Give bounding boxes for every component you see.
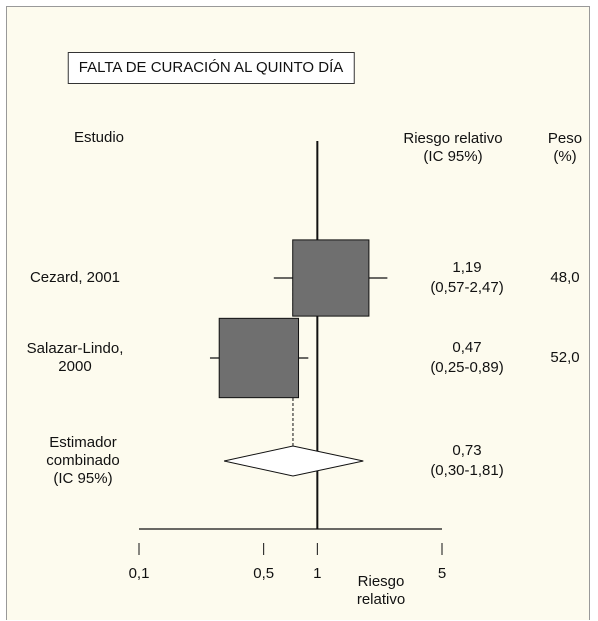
pooled-label: Estimador combinado (IC 95%) xyxy=(46,434,120,487)
rr-label: 1,19 xyxy=(452,259,482,276)
weight-label: 48,0 xyxy=(550,269,580,286)
header-rr: Riesgo relativo (IC 95%) xyxy=(403,130,503,165)
study-label: Salazar-Lindo, 2000 xyxy=(26,340,124,375)
chart-title: FALTA DE CURACIÓN AL QUINTO DÍA xyxy=(67,52,355,84)
header-study: Estudio xyxy=(73,129,125,146)
x-axis-label: Riesgo relativo xyxy=(356,573,406,608)
rr-label: 0,47 xyxy=(452,339,482,356)
weight-label: 52,0 xyxy=(550,349,580,366)
pooled-rr-label: 0,73 xyxy=(452,442,482,459)
estimate-box xyxy=(292,239,370,317)
plot xyxy=(138,141,443,555)
x-tick-label: 1 xyxy=(313,565,322,582)
header-weight: Peso (%) xyxy=(547,130,583,165)
ci-label: (0,25-0,89) xyxy=(430,359,504,376)
pooled-diamond xyxy=(223,445,364,477)
x-tick-label: 5 xyxy=(437,565,447,582)
chart: FALTA DE CURACIÓN AL QUINTO DÍA Estudio R… xyxy=(6,6,590,620)
ci-label: (0,57-2,47) xyxy=(430,279,504,296)
x-tick-label: 0,1 xyxy=(128,565,150,582)
study-label: Cezard, 2001 xyxy=(29,269,121,286)
estimate-box xyxy=(218,317,300,399)
pooled-ci-label: (0,30-1,81) xyxy=(430,462,504,479)
x-tick-label: 0,5 xyxy=(253,565,275,582)
